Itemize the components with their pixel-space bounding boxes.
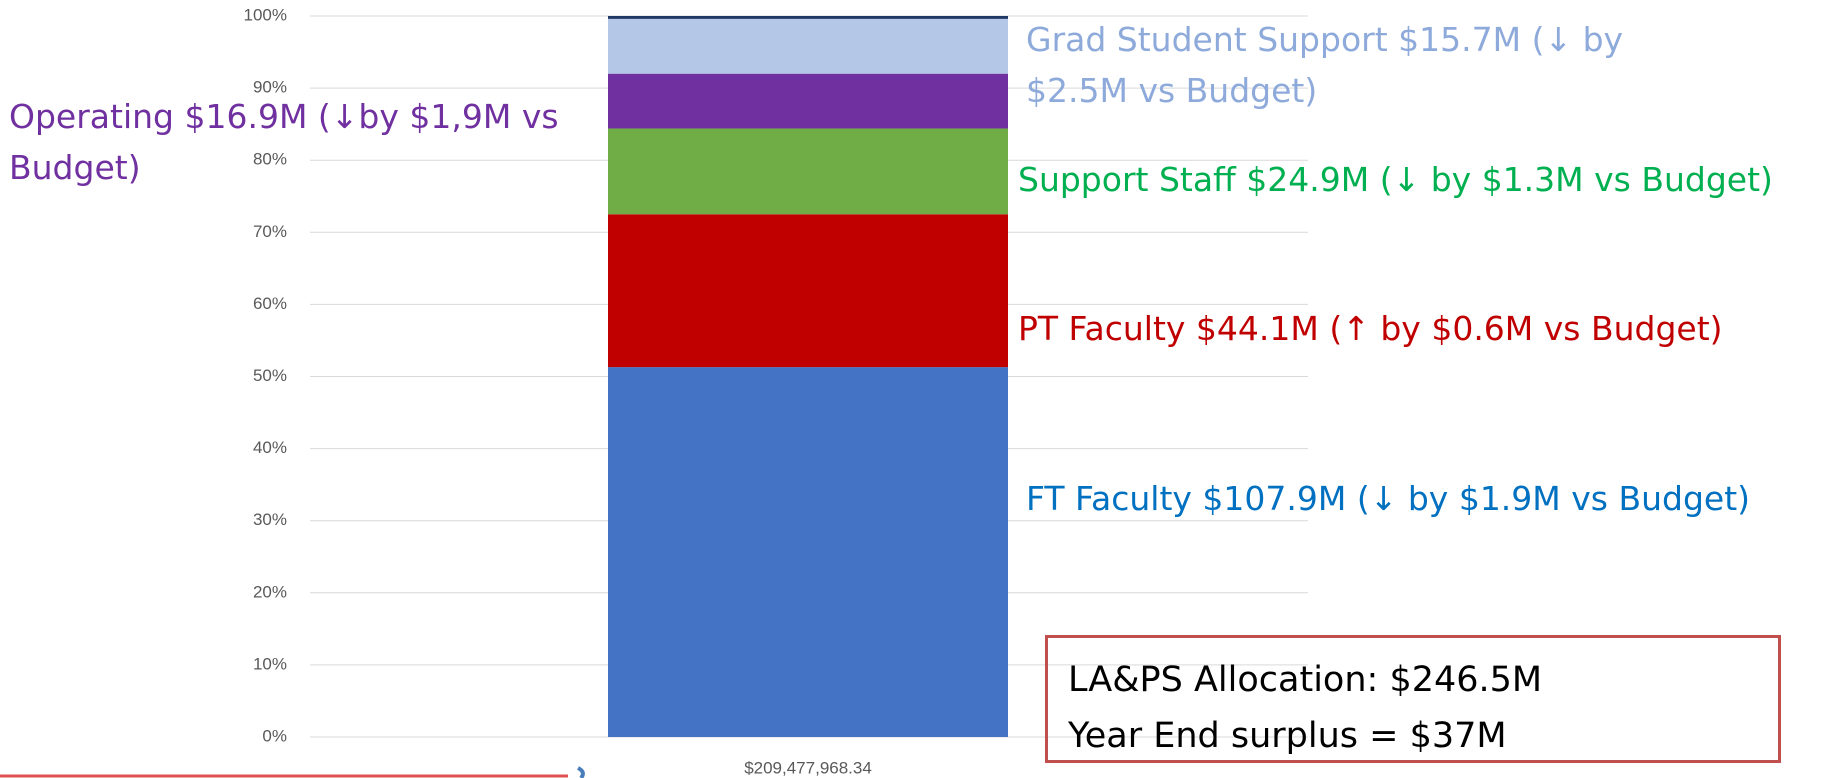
y-tick-label: 40%: [253, 438, 287, 457]
y-tick-label: 90%: [253, 78, 287, 97]
annotation-box: LA&PS Allocation: $246.5M Year End surpl…: [1045, 635, 1781, 763]
segment-label: PT Faculty $44.1M (↑ by $0.6M vs Budget): [1018, 309, 1723, 348]
y-tick-label: 10%: [253, 654, 287, 673]
y-tick-label: 60%: [253, 294, 287, 313]
x-tick-label: $209,477,968.34: [744, 758, 872, 777]
segment-label: Support Staff $24.9M (↓ by $1.3M vs Budg…: [1018, 160, 1773, 199]
y-tick-label: 70%: [253, 222, 287, 241]
segment-label: FT Faculty $107.9M (↓ by $1.9M vs Budget…: [1026, 479, 1751, 518]
y-tick-label: 30%: [253, 510, 287, 529]
y-tick-label: 100%: [244, 5, 287, 24]
bar-segment: [608, 128, 1008, 215]
bar-segment: [608, 214, 1008, 368]
annotation-line: LA&PS Allocation: $246.5M: [1068, 660, 1543, 700]
y-tick-label: 50%: [253, 366, 287, 385]
bar-segment: [608, 73, 1008, 129]
y-tick-label: 20%: [253, 582, 287, 601]
y-tick-label: 0%: [262, 726, 287, 745]
segment-label: Grad Student Support $15.7M (↓ by $2.5M …: [1026, 20, 1624, 110]
y-tick-label: 80%: [253, 150, 287, 169]
bar-segment: [608, 367, 1008, 737]
bar-segment: [608, 18, 1008, 74]
segment-label: Operating $16.9M (↓by $1,9M vs Budget): [9, 97, 559, 187]
annotation-line: Year End surplus = $37M: [1068, 716, 1507, 756]
decoration-arrow: [577, 766, 585, 778]
bar-segment: [608, 16, 1008, 19]
